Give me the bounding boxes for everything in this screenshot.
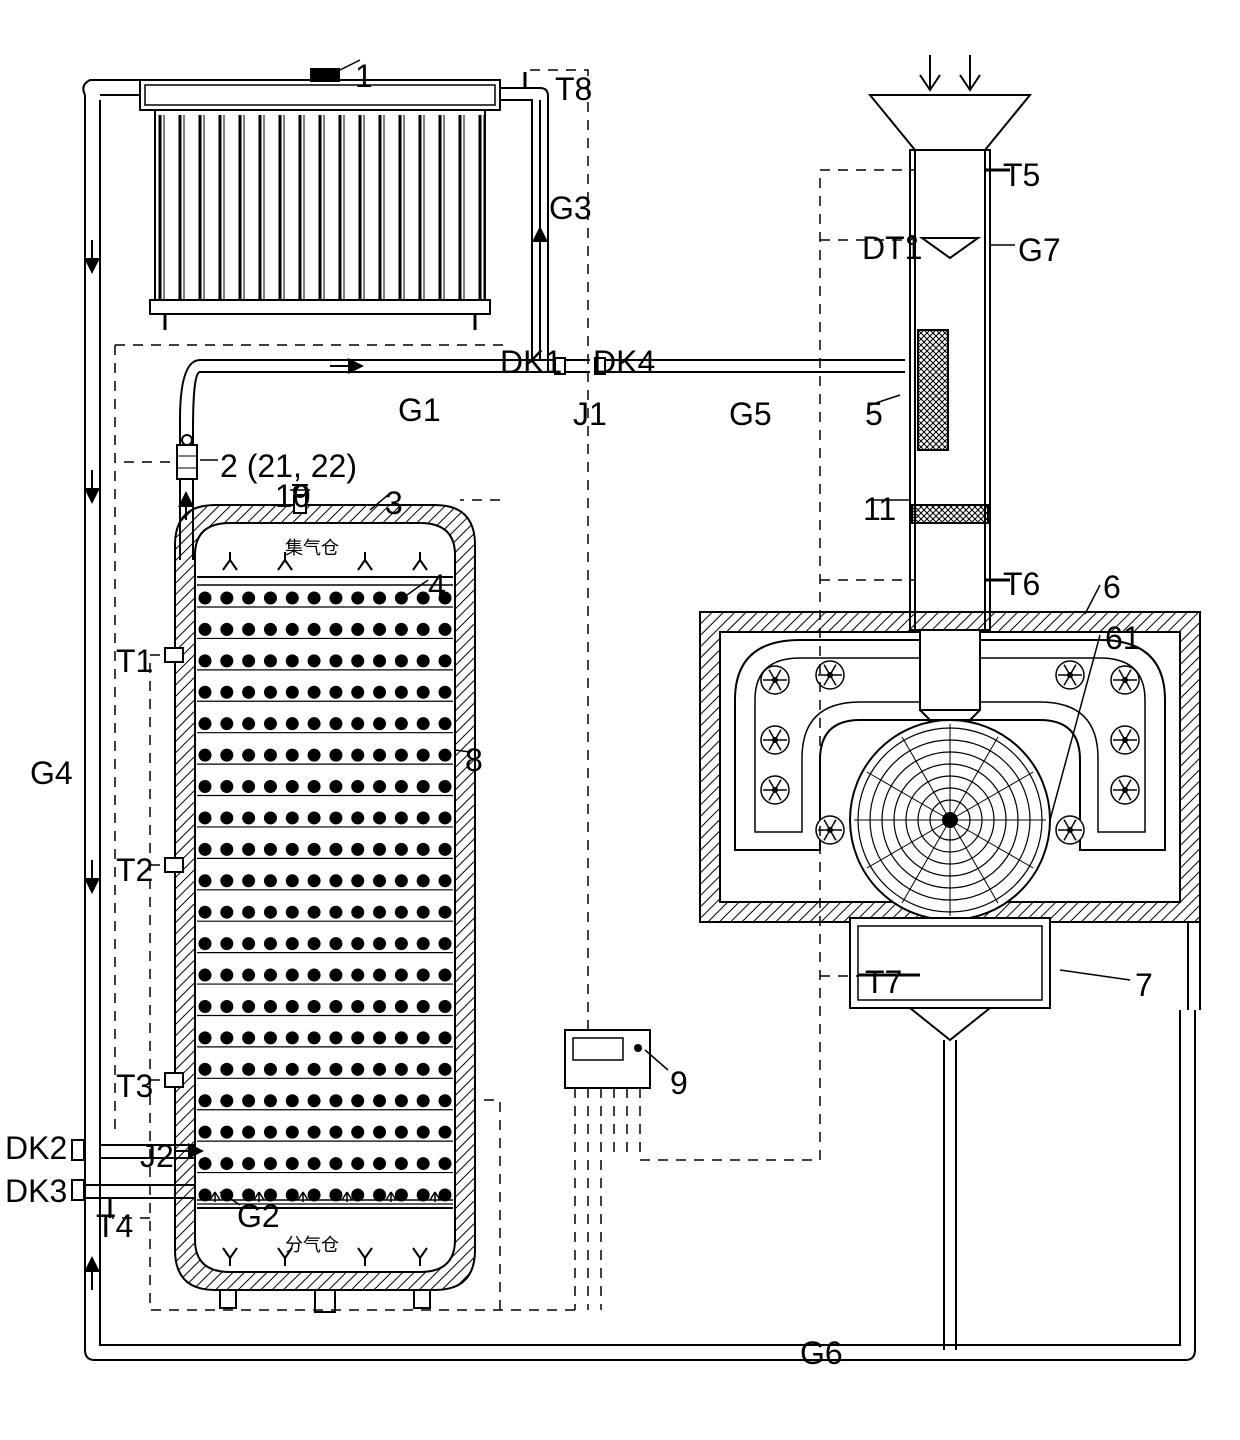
label-LG5: G5 <box>729 398 772 430</box>
label-LT4: T4 <box>96 1210 133 1242</box>
label-L7: 7 <box>1135 969 1153 1001</box>
label-L61: 61 <box>1105 622 1141 654</box>
label-LDK2: DK2 <box>5 1132 67 1164</box>
label-L10: 10 <box>275 480 311 512</box>
label-LDK1: DK1 <box>500 346 562 378</box>
label-L8: 8 <box>465 744 483 776</box>
label-LT6: T6 <box>1003 568 1040 600</box>
junction-j1 <box>540 100 605 374</box>
cn-CN2: 分气仓 <box>285 1236 339 1254</box>
controller <box>565 1030 668 1088</box>
label-LG1: G1 <box>398 394 441 426</box>
cn-CN1: 集气仓 <box>285 539 339 557</box>
label-L11: 11 <box>863 493 896 525</box>
label-LG3: G3 <box>549 192 592 224</box>
label-LT1: T1 <box>116 645 153 677</box>
label-LT8: T8 <box>555 73 592 105</box>
label-LDK4: DK4 <box>593 346 655 378</box>
label-LJ2: J2 <box>140 1140 174 1172</box>
solar-collector <box>140 60 500 330</box>
label-LG7: G7 <box>1018 234 1061 266</box>
label-L1: 1 <box>355 60 373 92</box>
label-LJ1: J1 <box>573 398 607 430</box>
pump <box>177 435 218 479</box>
label-LG4: G4 <box>30 757 73 789</box>
label-L9: 9 <box>670 1067 688 1099</box>
label-LT3: T3 <box>116 1070 153 1102</box>
label-LDK3: DK3 <box>5 1175 67 1207</box>
storage-tank <box>165 485 475 1312</box>
label-LT7: T7 <box>865 966 902 998</box>
pipe-turbine-out <box>944 1040 956 1350</box>
label-LG2: G2 <box>237 1200 280 1232</box>
label-L5: 5 <box>865 398 883 430</box>
label-L3: 3 <box>385 487 403 519</box>
label-L6: 6 <box>1103 571 1121 603</box>
label-LG6: G6 <box>800 1337 843 1369</box>
label-LDT1: DT1 <box>862 232 922 264</box>
label-LT2: T2 <box>116 854 153 886</box>
turbine <box>850 720 1050 920</box>
label-L4: 4 <box>428 570 446 602</box>
duct-g7 <box>868 55 1030 630</box>
label-LT5: T5 <box>1003 159 1040 191</box>
